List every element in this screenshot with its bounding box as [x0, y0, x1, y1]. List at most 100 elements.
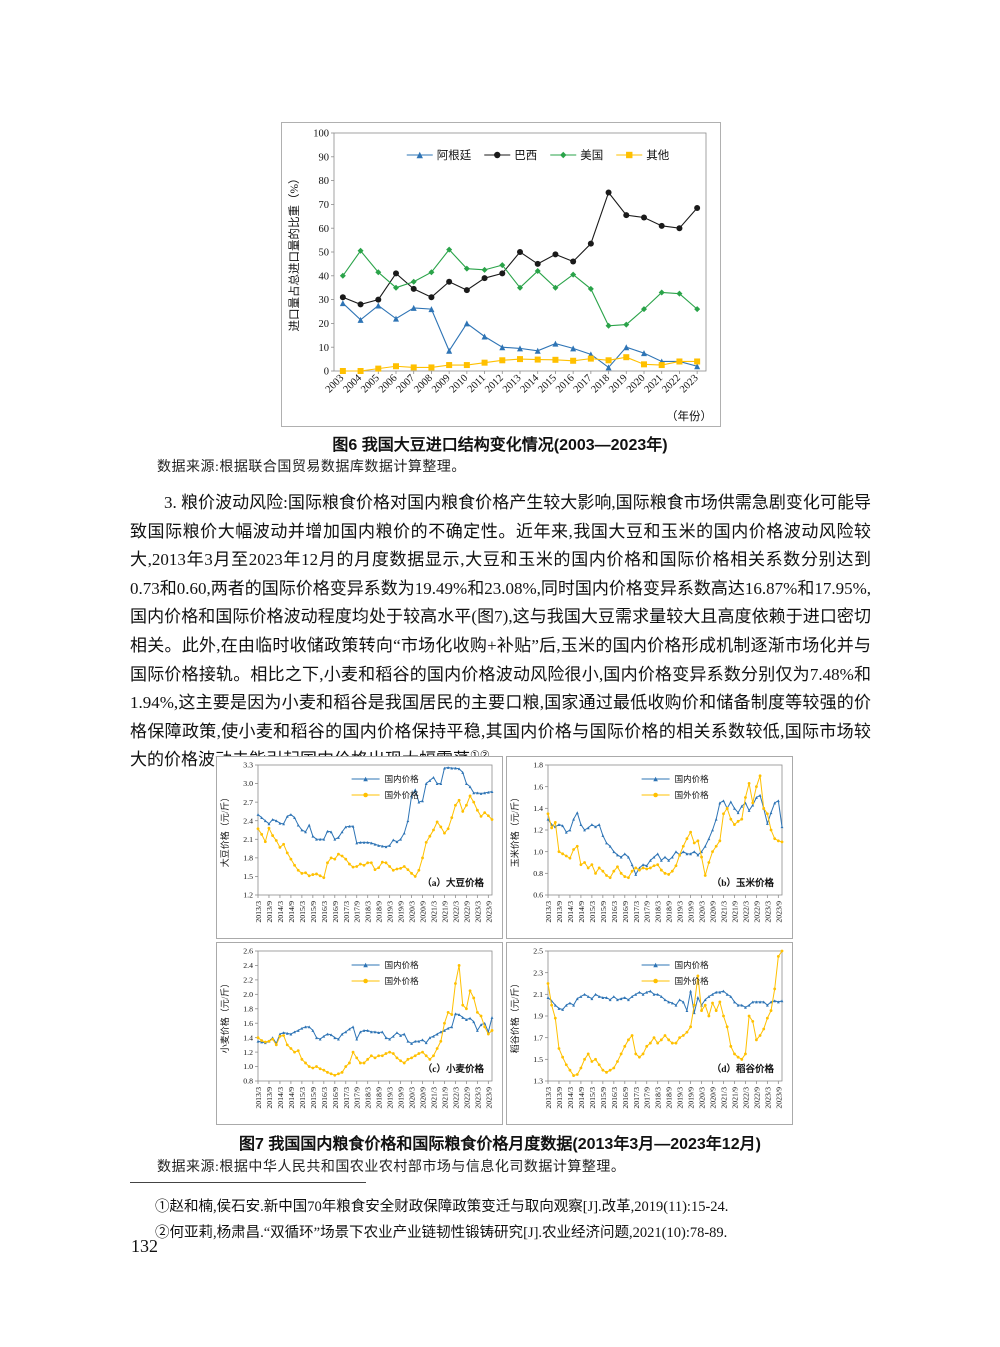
svg-text:30: 30 [319, 295, 330, 306]
svg-text:2019/3: 2019/3 [676, 901, 685, 923]
svg-text:40: 40 [319, 271, 330, 282]
svg-text:50: 50 [319, 248, 330, 259]
svg-text:2019/3: 2019/3 [386, 901, 395, 923]
svg-text:1.6: 1.6 [243, 1019, 253, 1028]
svg-text:2014/3: 2014/3 [276, 1087, 285, 1109]
body-paragraph: 3. 粮价波动风险:国际粮食价格对国内粮食价格产生较大影响,国际粮食市场供需急剧… [130, 489, 871, 775]
svg-text:2015/9: 2015/9 [599, 1087, 608, 1109]
svg-text:2015: 2015 [536, 373, 559, 396]
page-number: 132 [131, 1236, 158, 1256]
svg-text:2020/9: 2020/9 [709, 1087, 718, 1109]
svg-text:2020/3: 2020/3 [698, 1087, 707, 1109]
svg-text:2019/9: 2019/9 [687, 901, 696, 923]
svg-text:2015/3: 2015/3 [298, 901, 307, 923]
svg-text:2022/9: 2022/9 [462, 901, 471, 923]
svg-text:2021/3: 2021/3 [430, 901, 439, 923]
svg-text:2023/3: 2023/3 [473, 901, 482, 923]
svg-text:2004: 2004 [341, 372, 364, 395]
svg-text:美国: 美国 [580, 148, 603, 162]
svg-text:10: 10 [319, 343, 330, 354]
svg-text:2019/9: 2019/9 [397, 1087, 406, 1109]
svg-text:3.3: 3.3 [243, 761, 253, 770]
svg-text:0: 0 [324, 367, 329, 378]
svg-text:1.8: 1.8 [243, 1004, 253, 1013]
svg-text:2016/3: 2016/3 [320, 901, 329, 923]
svg-text:2.3: 2.3 [533, 968, 543, 977]
svg-text:2.0: 2.0 [243, 990, 253, 999]
svg-text:2005: 2005 [359, 373, 382, 396]
svg-text:2021: 2021 [643, 373, 666, 396]
svg-text:2014: 2014 [519, 372, 542, 395]
svg-text:2021/9: 2021/9 [440, 901, 449, 923]
svg-text:2016/9: 2016/9 [331, 901, 340, 923]
svg-text:2016/9: 2016/9 [621, 901, 630, 923]
line-chart-svg: 0.8 1.0 1.2 1.4 1.6 1.8 2.0 2.2 2.4 2.6 2013/3 2013… [219, 947, 494, 1109]
svg-text:2013: 2013 [501, 373, 524, 396]
svg-text:2023/9: 2023/9 [774, 1087, 783, 1109]
svg-text:2010: 2010 [448, 373, 471, 396]
svg-text:2018: 2018 [589, 373, 612, 396]
svg-text:巴西: 巴西 [514, 150, 537, 162]
svg-text:2021/3: 2021/3 [720, 901, 729, 923]
svg-text:1.2: 1.2 [243, 891, 253, 900]
svg-text:2006: 2006 [377, 373, 400, 396]
svg-text:2022: 2022 [660, 373, 683, 396]
svg-text:1.7: 1.7 [533, 1033, 543, 1042]
svg-text:大豆价格（元/斤）: 大豆价格（元/斤） [219, 793, 230, 868]
footnote-refs: ①② [470, 750, 490, 762]
svg-text:2023/9: 2023/9 [774, 901, 783, 923]
svg-text:2014/9: 2014/9 [287, 1087, 296, 1109]
figure7-panel-corn: 0.6 0.8 1.0 1.2 1.4 1.6 1.8 2013/3 2013/9 2014/3 2… [506, 756, 793, 939]
svg-text:2021/3: 2021/3 [720, 1087, 729, 1109]
svg-text:2020/9: 2020/9 [419, 901, 428, 923]
svg-text:100: 100 [313, 129, 329, 140]
svg-text:2018/3: 2018/3 [654, 901, 663, 923]
svg-text:1.9: 1.9 [533, 1012, 543, 1021]
svg-text:2023/9: 2023/9 [484, 1087, 493, 1109]
svg-text:2022/9: 2022/9 [462, 1087, 471, 1109]
svg-text:2.4: 2.4 [243, 816, 253, 825]
svg-text:（d）稻谷价格: （d）稻谷价格 [712, 1063, 775, 1075]
svg-text:0.6: 0.6 [533, 891, 543, 900]
svg-text:2013/9: 2013/9 [555, 901, 564, 923]
svg-text:1.2: 1.2 [243, 1048, 253, 1057]
svg-text:0.8: 0.8 [533, 869, 543, 878]
svg-text:2014/3: 2014/3 [566, 901, 575, 923]
svg-text:阿根廷: 阿根廷 [437, 148, 472, 162]
figure7-source: 数据来源:根据中华人民共和国农业农村部市场与信息化司数据计算整理。 [157, 1160, 626, 1175]
svg-text:2015/3: 2015/3 [588, 901, 597, 923]
svg-text:2018/9: 2018/9 [375, 901, 384, 923]
svg-text:2013/3: 2013/3 [544, 1087, 553, 1109]
svg-text:国内价格: 国内价格 [675, 960, 710, 970]
svg-text:2009: 2009 [430, 373, 453, 396]
svg-text:2023/3: 2023/3 [763, 901, 772, 923]
svg-text:2020: 2020 [625, 373, 648, 396]
svg-text:2015/3: 2015/3 [588, 1087, 597, 1109]
svg-text:2008: 2008 [412, 373, 435, 396]
svg-text:2021/3: 2021/3 [430, 1087, 439, 1109]
svg-text:2022/3: 2022/3 [451, 901, 460, 923]
footnote-divider [130, 1182, 366, 1183]
svg-text:2018/9: 2018/9 [375, 1087, 384, 1109]
svg-text:2020/3: 2020/3 [698, 901, 707, 923]
svg-text:2.6: 2.6 [243, 947, 253, 956]
svg-text:2022/3: 2022/3 [451, 1087, 460, 1109]
svg-text:2023: 2023 [678, 373, 701, 396]
svg-text:0.8: 0.8 [243, 1077, 253, 1086]
svg-text:2012: 2012 [483, 373, 506, 396]
svg-text:（c）小麦价格: （c）小麦价格 [423, 1063, 485, 1075]
svg-text:国内价格: 国内价格 [385, 960, 420, 970]
svg-text:2017/9: 2017/9 [353, 901, 362, 923]
svg-text:2020/3: 2020/3 [408, 901, 417, 923]
svg-text:2017/3: 2017/3 [632, 1087, 641, 1109]
svg-text:2018/9: 2018/9 [665, 1087, 674, 1109]
svg-text:70: 70 [319, 200, 330, 211]
svg-text:1.8: 1.8 [533, 761, 543, 770]
paragraph-text: 3. 粮价波动风险:国际粮食价格对国内粮食价格产生较大影响,国际粮食市场供需急剧… [130, 493, 871, 770]
svg-text:国外价格: 国外价格 [675, 976, 710, 986]
footnote-2: ②何亚莉,杨肃昌.“双循环”场景下农业产业链韧性锻铸研究[J].农业经济问题,2… [155, 1225, 728, 1241]
svg-text:2013/3: 2013/3 [544, 901, 553, 923]
